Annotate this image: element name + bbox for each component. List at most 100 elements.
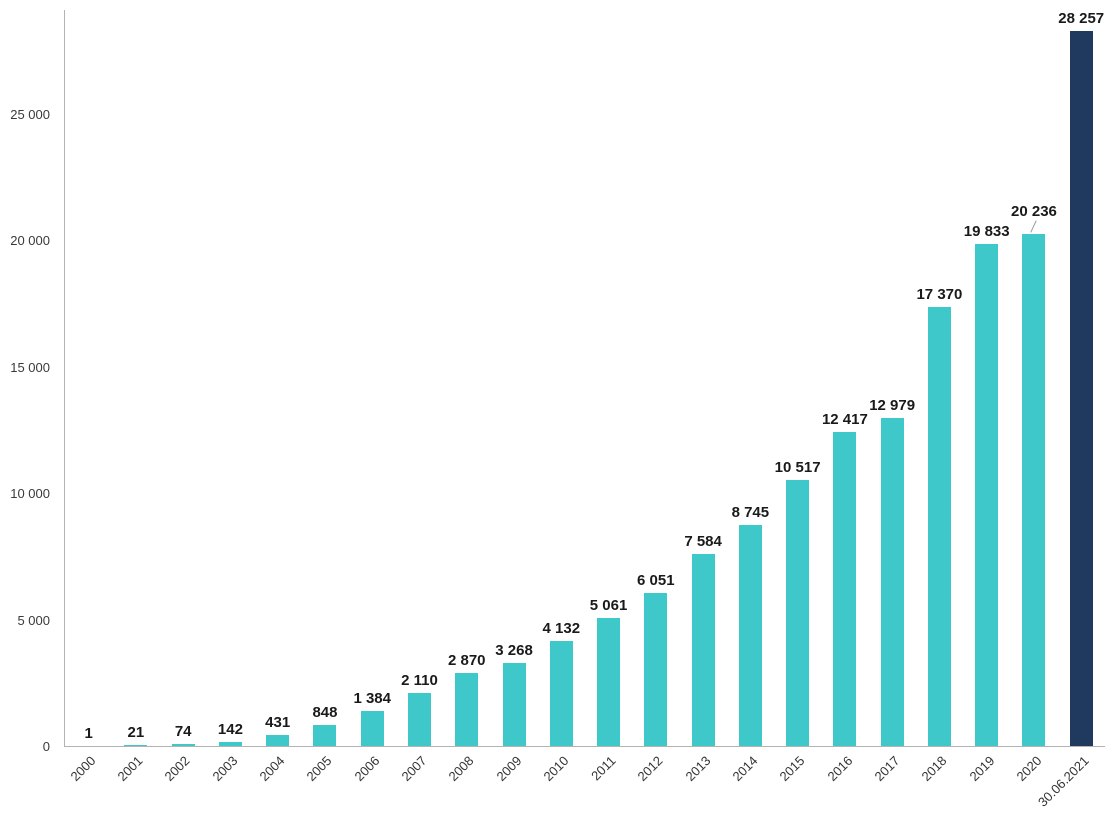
bar-2016 (833, 431, 857, 746)
x-tick-slot-2008: 2008 (443, 749, 490, 831)
bar-2002 (171, 744, 195, 746)
bar-2006 (360, 711, 384, 746)
bar-slot-2001: 21 (112, 10, 159, 746)
x-tick-label: 2001 (114, 753, 146, 785)
bar-slot-2012: 6 051 (632, 10, 679, 746)
bar-slot-2008: 2 870 (443, 10, 490, 746)
bar-slot-2019: 19 833 (963, 10, 1010, 746)
x-tick-slot-2004: 2004 (253, 749, 300, 831)
bar-value-label: 3 268 (495, 642, 533, 660)
bar-2004 (266, 735, 290, 746)
bar-2017 (880, 417, 904, 746)
bar-value-label: 17 370 (916, 285, 963, 303)
x-tick-label: 2007 (398, 753, 430, 785)
x-tick-label: 2011 (588, 753, 619, 784)
bar-value-label: 74 (174, 723, 192, 741)
bar-slot-2000: 1 (65, 10, 112, 746)
bar-slot-2013: 7 584 (679, 10, 726, 746)
x-tick-slot-2014: 2014 (726, 749, 773, 831)
x-tick-label: 2003 (209, 753, 241, 785)
x-tick-label: 2005 (303, 753, 335, 785)
x-axis: 2000 2001 2002 2003 2004 2005 2006 2007 2008 2009… (64, 749, 1105, 831)
bar-2018 (927, 306, 951, 746)
bar-slot-30.06.2021: 28 257 (1058, 10, 1105, 746)
bar-2010 (549, 641, 573, 746)
x-tick-label: 2009 (493, 753, 525, 785)
bar-value-label: 2 110 (401, 671, 438, 689)
y-tick-label: 25 000 (10, 106, 50, 122)
bar-slot-2018: 17 370 (916, 10, 963, 746)
bar-value-label: 12 417 (821, 410, 868, 428)
bar-value-label: 21 (127, 724, 145, 742)
bar-slot-2016: 12 417 (821, 10, 868, 746)
bar-value-label: 12 979 (869, 396, 916, 414)
x-tick-label: 2018 (918, 753, 950, 785)
y-tick-label: 0 (42, 739, 50, 754)
bar-value-label: 19 833 (963, 223, 1010, 241)
bar-value-label: 8 745 (731, 503, 770, 521)
x-tick-slot-2005: 2005 (301, 749, 348, 831)
x-tick-label: 2020 (1013, 753, 1045, 785)
bar-2013 (691, 554, 715, 746)
bar-2001 (124, 745, 148, 746)
x-tick-slot-2003: 2003 (206, 749, 253, 831)
x-tick-label: 2004 (256, 753, 288, 785)
bar-slot-2020: 20 236 (1010, 10, 1057, 746)
bar-value-label: 1 (84, 724, 93, 742)
label-leader-line (1030, 220, 1038, 233)
bar-slot-2009: 3 268 (490, 10, 537, 746)
bar-2014 (738, 524, 762, 746)
x-tick-slot-2017: 2017 (868, 749, 915, 831)
bar-slot-2006: 1 384 (349, 10, 396, 746)
x-tick-label: 2019 (966, 753, 998, 785)
x-tick-slot-2013: 2013 (679, 749, 726, 831)
x-tick-label: 2006 (351, 753, 383, 785)
y-tick-label: 15 000 (10, 359, 50, 375)
x-tick-label: 2017 (871, 753, 903, 785)
bar-value-label: 4 132 (542, 620, 581, 638)
x-tick-slot-2018: 2018 (916, 749, 963, 831)
y-axis: 0 5 000 10 000 15 000 20 000 25 000 (0, 10, 56, 755)
x-tick-slot-2010: 2010 (537, 749, 584, 831)
bar-value-label: 142 (217, 721, 243, 739)
bar-value-label: 7 584 (684, 533, 722, 551)
x-tick-slot-2019: 2019 (963, 749, 1010, 831)
x-tick-label: 2013 (682, 753, 714, 785)
bar-2005 (313, 724, 337, 746)
bar-2009 (502, 663, 526, 746)
bar-slot-2004: 431 (254, 10, 301, 746)
bar-value-label: 2 870 (447, 652, 486, 670)
bar-value-label: 20 236 (1011, 203, 1057, 221)
x-tick-slot-2007: 2007 (395, 749, 442, 831)
bar-slot-2002: 74 (160, 10, 207, 746)
bar-slot-2014: 8 745 (727, 10, 774, 746)
y-tick-label: 5 000 (17, 612, 50, 628)
bar-2003 (218, 742, 242, 746)
bar-2011 (597, 617, 621, 746)
bar-value-label: 848 (312, 703, 338, 721)
bar-value-label: 28 257 (1058, 10, 1105, 28)
x-tick-slot-2000: 2000 (64, 749, 111, 831)
x-tick-label: 2008 (445, 753, 477, 785)
bar-2008 (455, 673, 479, 746)
x-tick-label: 2010 (540, 753, 572, 785)
plot-area: 1 21 74 142 431 848 1 384 2 110 2 870 3 268 4 132 5… (64, 10, 1105, 747)
x-tick-label: 2014 (729, 753, 761, 785)
x-tick-slot-30.06.2021: 30.06.2021 (1035, 749, 1105, 831)
bar-value-label: 5 061 (589, 596, 628, 614)
x-tick-label: 2016 (824, 753, 856, 785)
x-tick-slot-2012: 2012 (632, 749, 679, 831)
bar-2007 (407, 692, 431, 746)
x-tick-slot-2006: 2006 (348, 749, 395, 831)
bar-30.06.2021 (1069, 31, 1093, 746)
x-tick-slot-2011: 2011 (584, 749, 631, 831)
bar-slot-2017: 12 979 (869, 10, 916, 746)
bar-slot-2005: 848 (301, 10, 348, 746)
bar-slot-2010: 4 132 (538, 10, 585, 746)
x-tick-slot-2009: 2009 (490, 749, 537, 831)
bar-slot-2007: 2 110 (396, 10, 443, 746)
bar-value-label: 10 517 (774, 458, 821, 476)
bar-slot-2015: 10 517 (774, 10, 821, 746)
x-tick-label: 2012 (634, 753, 667, 785)
